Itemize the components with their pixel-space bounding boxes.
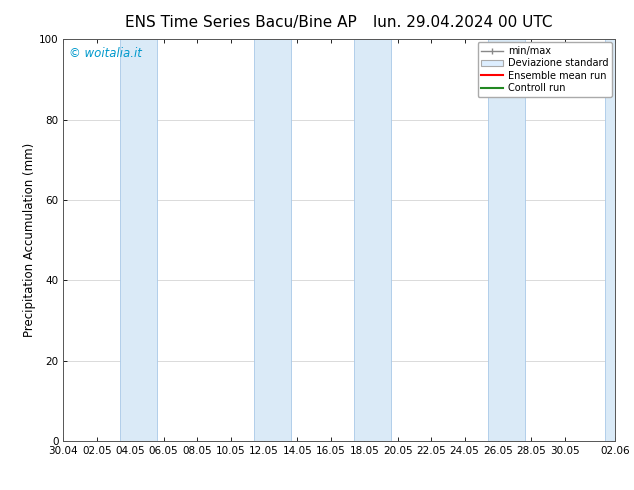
Text: ENS Time Series Bacu/Bine AP: ENS Time Series Bacu/Bine AP	[125, 15, 357, 30]
Bar	[354, 39, 391, 441]
Bar	[120, 39, 157, 441]
Y-axis label: Precipitation Accumulation (mm): Precipitation Accumulation (mm)	[23, 143, 36, 337]
Bar	[254, 39, 291, 441]
Text: lun. 29.04.2024 00 UTC: lun. 29.04.2024 00 UTC	[373, 15, 553, 30]
Bar	[488, 39, 525, 441]
Bar	[605, 39, 634, 441]
Legend: min/max, Deviazione standard, Ensemble mean run, Controll run: min/max, Deviazione standard, Ensemble m…	[477, 42, 612, 97]
Text: © woitalia.it: © woitalia.it	[69, 47, 142, 60]
